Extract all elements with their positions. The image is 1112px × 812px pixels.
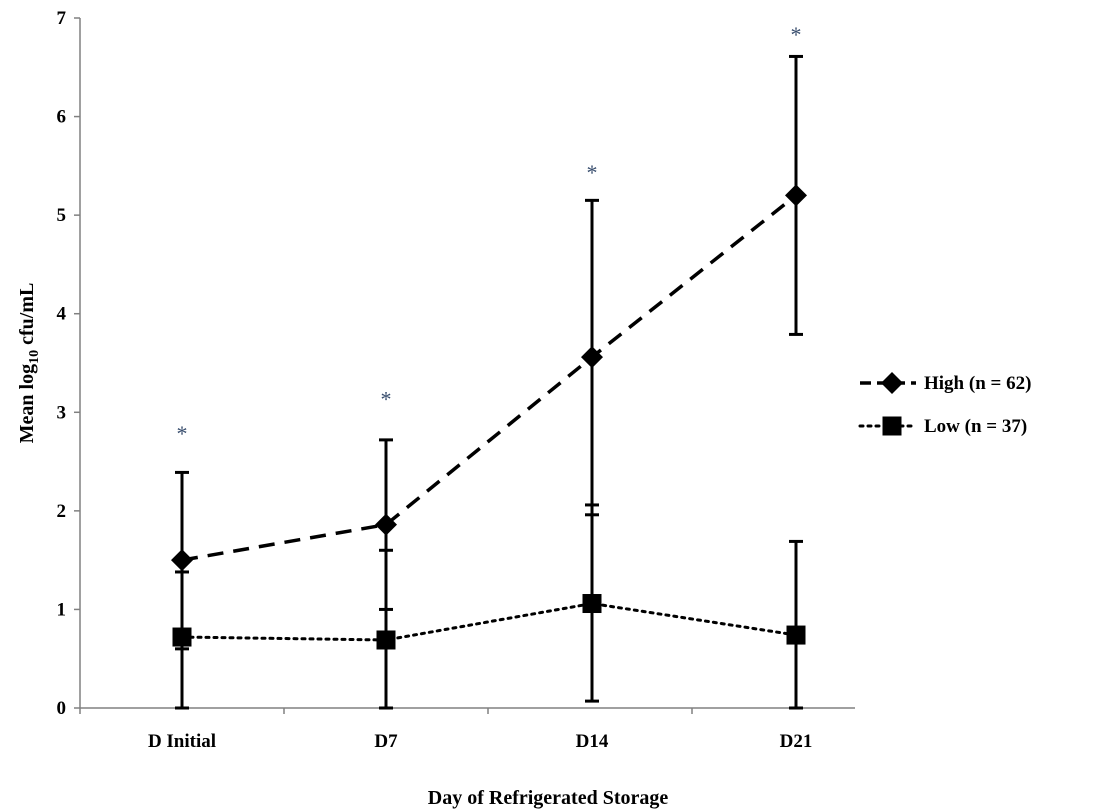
x-tick-label: D14 (576, 731, 609, 752)
data-point (785, 184, 807, 207)
significance-marker: * (177, 421, 188, 446)
y-tick-label: 2 (57, 501, 67, 522)
data-point (172, 627, 192, 647)
data-point (786, 625, 806, 645)
y-tick-label: 7 (57, 8, 67, 29)
legend: High (n = 62) Low (n = 37) (858, 372, 1031, 437)
y-axis-title: Mean log10 cfu/mL (16, 283, 42, 444)
significance-marker: * (587, 160, 598, 185)
legend-marker (882, 416, 902, 436)
y-tick-label: 6 (57, 107, 67, 128)
data-point (376, 630, 396, 650)
data-point (375, 513, 397, 536)
y-tick-label: 4 (57, 304, 67, 325)
series-line (181, 194, 798, 562)
significance-marker: * (791, 22, 802, 47)
y-tick-label: 3 (57, 402, 67, 423)
x-tick-label: D Initial (148, 731, 216, 752)
y-tick-label: 0 (57, 698, 67, 719)
x-tick-label: D7 (374, 731, 398, 752)
data-point (171, 549, 193, 572)
data-point (582, 594, 602, 614)
data-point (581, 346, 603, 369)
y-tick-label: 1 (57, 599, 67, 620)
significance-marker: * (381, 387, 392, 412)
x-tick-label: D21 (780, 731, 813, 752)
x-axis-title: Day of Refrigerated Storage (428, 787, 669, 809)
series-line (180, 601, 798, 642)
legend-label: Low (n = 37) (924, 416, 1027, 437)
legend-label: High (n = 62) (924, 373, 1031, 394)
legend-marker (881, 372, 903, 394)
y-tick-label: 5 (57, 205, 67, 226)
plot-area: 0 1 2 3 4 5 6 7 D Initial D7 D14 D21 * * * * (57, 8, 855, 752)
